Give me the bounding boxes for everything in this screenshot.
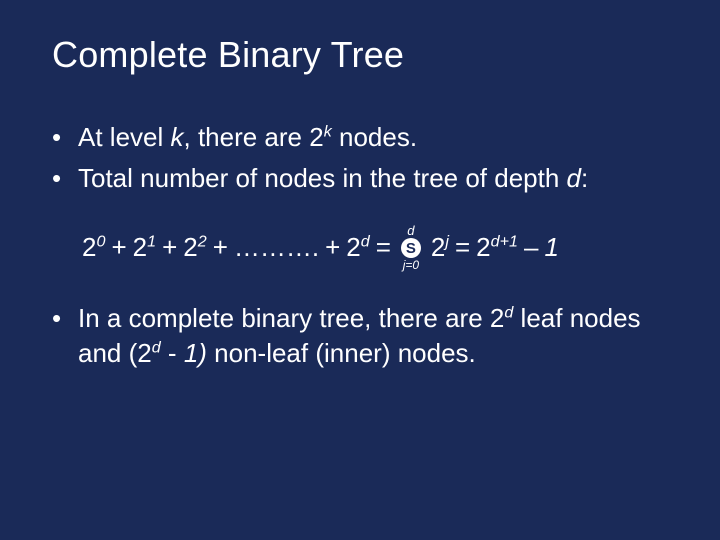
bullet-item-2: Total number of nodes in the tree of dep…: [52, 161, 676, 196]
term-2-d: 2d: [346, 232, 369, 263]
sigma: d S j=0: [401, 224, 421, 271]
text: Total number of nodes in the tree of dep…: [78, 163, 567, 193]
base: 2: [183, 232, 197, 262]
dots: ……….: [234, 232, 319, 263]
equals: =: [455, 232, 470, 263]
var-d: d: [567, 163, 581, 193]
equals: =: [376, 232, 391, 263]
exp-k: k: [324, 122, 332, 140]
one: 1): [184, 338, 207, 368]
term-2-0: 20: [82, 232, 105, 263]
minus: –: [524, 232, 538, 263]
plus: +: [162, 232, 177, 263]
plus: +: [325, 232, 340, 263]
bullet-list-2: In a complete binary tree, there are 2d …: [52, 301, 676, 371]
sigma-upper: d: [407, 224, 414, 237]
plus: +: [111, 232, 126, 263]
term-2-dplus1: 2d+1: [476, 232, 518, 263]
base: 2: [431, 232, 445, 262]
one: 1: [544, 232, 558, 263]
slide: Complete Binary Tree At level k, there a…: [0, 0, 720, 540]
base: 2: [346, 232, 360, 262]
base: 2: [82, 232, 96, 262]
text: In a complete binary tree, there are 2: [78, 303, 504, 333]
term-2-1: 21: [133, 232, 156, 263]
text: -: [161, 338, 184, 368]
exp: 2: [198, 233, 207, 251]
term-2-j: 2j: [431, 232, 449, 263]
exp: d+1: [491, 233, 518, 251]
text: , there are 2: [184, 122, 324, 152]
exp: 1: [147, 233, 156, 251]
text: :: [581, 163, 588, 193]
exp: j: [445, 233, 449, 251]
bullet-item-1: At level k, there are 2k nodes.: [52, 120, 676, 155]
bullet-list: At level k, there are 2k nodes. Total nu…: [52, 120, 676, 196]
exp: 0: [96, 233, 105, 251]
plus: +: [213, 232, 228, 263]
bullet-item-3: In a complete binary tree, there are 2d …: [52, 301, 676, 371]
base: 2: [133, 232, 147, 262]
formula: 20 + 21 + 22 + ………. + 2d = d S j=0 2j = …: [82, 224, 676, 271]
base: 2: [476, 232, 490, 262]
exp-d: d: [152, 339, 161, 357]
var-k: k: [171, 122, 184, 152]
text: nodes.: [332, 122, 417, 152]
text: non-leaf (inner) nodes.: [207, 338, 476, 368]
exp: d: [361, 233, 370, 251]
sigma-lower: j=0: [403, 259, 419, 271]
slide-title: Complete Binary Tree: [52, 34, 676, 76]
text: At level: [78, 122, 171, 152]
exp-d: d: [504, 304, 513, 322]
sigma-symbol: S: [401, 238, 421, 258]
term-2-2: 22: [183, 232, 206, 263]
